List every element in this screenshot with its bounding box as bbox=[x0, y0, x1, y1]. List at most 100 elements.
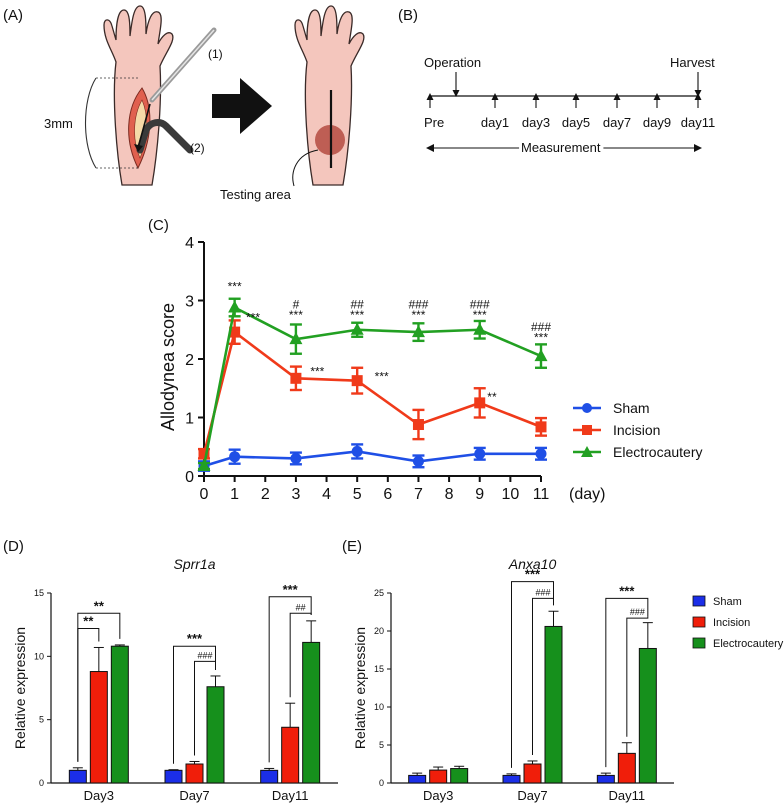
e-y-axis-title: Relative expression bbox=[352, 627, 368, 749]
c-y-tick-label-0: 0 bbox=[185, 469, 194, 486]
e-significance-bracket-1 bbox=[532, 597, 554, 755]
timeline-marker-2-head bbox=[532, 93, 540, 100]
d-significance-bracket-2 bbox=[173, 645, 216, 764]
c-point-electrocautery-5 bbox=[350, 322, 364, 335]
timeline-marker-4-head bbox=[613, 93, 621, 100]
d-significance-label-4: *** bbox=[283, 582, 299, 597]
d-significance-bracket-5 bbox=[289, 612, 312, 698]
e-significance-label-0: *** bbox=[525, 567, 541, 582]
e-category-label-day11: Day11 bbox=[609, 788, 646, 803]
e-legend-swatch-sham bbox=[692, 595, 706, 607]
timeline-label-day3: day3 bbox=[522, 115, 550, 130]
panel-b-label: (B) bbox=[398, 7, 418, 24]
c-x-tick-label-9: 9 bbox=[475, 486, 484, 503]
operation-label: Operation bbox=[424, 55, 481, 70]
c-point-sham-7 bbox=[412, 455, 424, 467]
e-bar-day7-incision bbox=[523, 763, 542, 784]
c-significance-label-1: *** bbox=[246, 311, 260, 325]
d-bar-day3-electrocautery bbox=[110, 645, 129, 784]
e-significance-label-1: ### bbox=[535, 587, 550, 597]
incision-arrow bbox=[137, 103, 151, 149]
timeline-label-day11: day11 bbox=[681, 115, 715, 130]
d-bar-day11-incision bbox=[281, 726, 300, 784]
e-significance-bracket-0 bbox=[511, 581, 554, 768]
d-significance-label-5: ## bbox=[296, 602, 306, 612]
c-point-incision-9 bbox=[474, 397, 486, 409]
c-x-tick-label-11: 11 bbox=[533, 486, 550, 503]
e-bar-day7-sham bbox=[502, 774, 521, 784]
c-legend-label-sham: Sham bbox=[613, 400, 650, 416]
d-significance-label-2: *** bbox=[187, 631, 203, 646]
e-bar-day3-electrocautery bbox=[450, 768, 469, 784]
timeline-label-day9: day9 bbox=[643, 115, 671, 130]
d-bar-day7-incision bbox=[185, 763, 204, 784]
e-legend-label-sham: Sham bbox=[713, 596, 742, 608]
c-point-electrocautery-1 bbox=[228, 300, 242, 313]
c-point-sham-3 bbox=[290, 452, 302, 464]
c-point-incision-0 bbox=[198, 448, 210, 460]
e-category-label-day7: Day7 bbox=[517, 788, 547, 803]
d-bar-day7-sham bbox=[164, 769, 183, 784]
c-legend-label-electrocautery: Electrocautery bbox=[613, 444, 702, 460]
e-bar-day3-incision bbox=[429, 769, 448, 784]
c-legend-marker-incision bbox=[582, 425, 592, 435]
c-significance-label-7: ### bbox=[408, 298, 428, 312]
c-point-sham-11 bbox=[535, 448, 547, 460]
timeline-label-day7: day7 bbox=[603, 115, 631, 130]
panel-b: (B) Operation Harvest Pre day1 day3 day5 day… bbox=[398, 7, 715, 158]
c-series-line-electrocautery bbox=[202, 305, 542, 467]
c-x-tick-label-3: 3 bbox=[291, 486, 300, 503]
c-y-tick-label-1: 1 bbox=[185, 411, 194, 428]
d-significance-bracket-4 bbox=[268, 596, 312, 763]
measure-bracket bbox=[84, 77, 97, 169]
d-category-label-day3: Day3 bbox=[84, 788, 114, 803]
e-legend-swatch-incision bbox=[692, 616, 706, 628]
c-y-tick-label-2: 2 bbox=[185, 352, 194, 369]
e-legend-swatch-electrocautery bbox=[692, 637, 706, 649]
e-y-tick-label-5: 5 bbox=[379, 740, 384, 750]
c-x-axis-title: (day) bbox=[569, 486, 605, 503]
panel-d: (D) Sprr1a 0 5 10 15 Relative expression Day3 D… bbox=[3, 538, 338, 803]
c-point-sham-1 bbox=[229, 451, 241, 463]
paw-right-illustration: Testing area bbox=[220, 5, 365, 202]
c-x-tick-label-1: 1 bbox=[230, 486, 239, 503]
measurement-arrow-left bbox=[426, 144, 434, 152]
anxa10-bar-chart: Anxa10 0 5 10 15 20 25 Relative expression Day3 D… bbox=[352, 556, 784, 803]
e-bar-day7-electrocautery bbox=[544, 625, 563, 784]
c-point-sham-9 bbox=[474, 448, 486, 460]
d-y-axis-title: Relative expression bbox=[12, 627, 28, 749]
e-y-tick-label-20: 20 bbox=[374, 626, 384, 636]
testing-area-label: Testing area bbox=[220, 187, 292, 202]
c-legend-label-incision: Incision bbox=[613, 422, 660, 438]
panel-d-label: (D) bbox=[3, 538, 24, 555]
e-significance-bracket-3 bbox=[626, 616, 649, 737]
c-point-incision-7 bbox=[412, 419, 424, 431]
c-point-electrocautery-7 bbox=[411, 325, 425, 338]
d-bar-day11-electrocautery bbox=[302, 641, 321, 784]
c-significance-label-5: ## bbox=[351, 298, 365, 312]
e-y-tick-label-0: 0 bbox=[379, 778, 384, 788]
c-y-tick-label-3: 3 bbox=[185, 294, 194, 311]
c-point-incision-1 bbox=[229, 326, 241, 338]
measurement-range: Measurement bbox=[426, 137, 702, 158]
c-point-incision-11 bbox=[535, 421, 547, 433]
c-significance-label-10: *** bbox=[534, 330, 548, 344]
c-significance-label-11: ### bbox=[531, 320, 551, 334]
d-category-label-day7: Day7 bbox=[179, 788, 209, 803]
d-bar-day7-electrocautery bbox=[206, 686, 225, 784]
paw-left-illustration: (1) (2) 3mm bbox=[44, 5, 223, 186]
tool-2-label: (2) bbox=[190, 141, 205, 155]
timeline-marker-5-head bbox=[653, 93, 661, 100]
c-significance-label-12: *** bbox=[310, 364, 324, 378]
d-y-tick-label-0: 0 bbox=[39, 778, 44, 788]
d-y-tick-label-15: 15 bbox=[34, 588, 44, 598]
c-x-tick-label-10: 10 bbox=[501, 486, 519, 503]
measure-label: 3mm bbox=[44, 116, 73, 131]
panel-c: (C) 0 1 2 3 4 0 1 2 3 4 5 6 7 8 9 10 11 (day) Allodynea sc… bbox=[148, 217, 702, 503]
c-point-incision-5 bbox=[351, 375, 363, 387]
c-x-tick-label-5: 5 bbox=[353, 486, 362, 503]
c-significance-label-13: *** bbox=[375, 370, 389, 384]
d-bar-day3-incision bbox=[89, 671, 108, 784]
timeline-marker-0-head bbox=[426, 93, 434, 100]
